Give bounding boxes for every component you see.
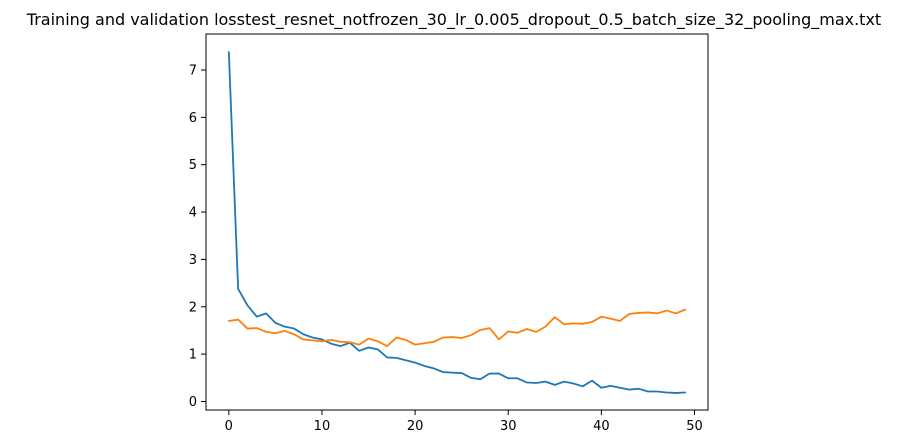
chart-title: Training and validation losstest_resnet_… xyxy=(26,10,881,30)
y-tick-label: 2 xyxy=(189,300,197,315)
y-tick-label: 1 xyxy=(189,348,197,363)
y-tick-label: 5 xyxy=(189,158,197,173)
x-tick-label: 0 xyxy=(225,419,233,434)
x-tick-label: 10 xyxy=(314,419,331,434)
y-axis: 0 1 2 3 4 5 6 7 xyxy=(189,63,206,410)
y-tick-label: 3 xyxy=(189,253,197,268)
y-tick-label: 7 xyxy=(189,63,197,78)
y-tick-label: 0 xyxy=(189,395,197,410)
series-line-orange xyxy=(227,308,687,347)
series-group xyxy=(227,51,687,394)
x-tick-label: 50 xyxy=(686,419,703,434)
series-line-blue xyxy=(227,51,687,394)
y-tick-label: 4 xyxy=(189,206,197,221)
x-tick-label: 20 xyxy=(407,419,424,434)
x-axis: 0 10 20 30 40 50 xyxy=(225,410,703,434)
x-tick-label: 40 xyxy=(593,419,610,434)
x-tick-label: 30 xyxy=(500,419,517,434)
plot-area-frame xyxy=(205,33,709,411)
y-tick-label: 6 xyxy=(189,111,197,126)
